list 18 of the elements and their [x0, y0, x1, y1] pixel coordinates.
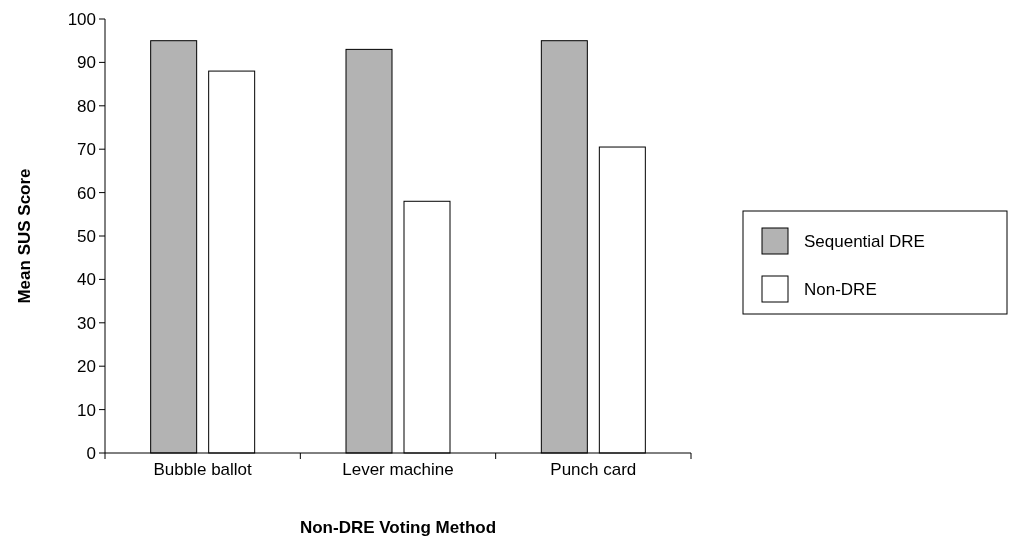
y-tick-label: 70 [77, 140, 96, 160]
y-tick-label: 30 [77, 313, 96, 333]
x-tick-label: Lever machine [342, 460, 454, 479]
y-axis-title: Mean SUS Score [15, 168, 34, 304]
y-tick-label: 80 [77, 96, 96, 116]
y-tick-label: 20 [77, 357, 96, 377]
legend-label: Sequential DRE [804, 231, 925, 251]
y-tick-label: 0 [86, 443, 96, 463]
x-axis-title: Non-DRE Voting Method [299, 518, 497, 537]
x-tick-label: Punch card [550, 460, 637, 479]
y-tick-label: 100 [67, 9, 96, 29]
y-tick-label: 50 [77, 226, 96, 246]
y-tick-label: 90 [77, 53, 96, 73]
y-tick-label: 40 [77, 270, 96, 290]
legend-label: Non-DRE [804, 279, 877, 299]
x-tick-label: Bubble ballot [153, 460, 253, 479]
y-tick-label: 10 [77, 400, 96, 420]
y-tick-label: 60 [77, 183, 96, 203]
